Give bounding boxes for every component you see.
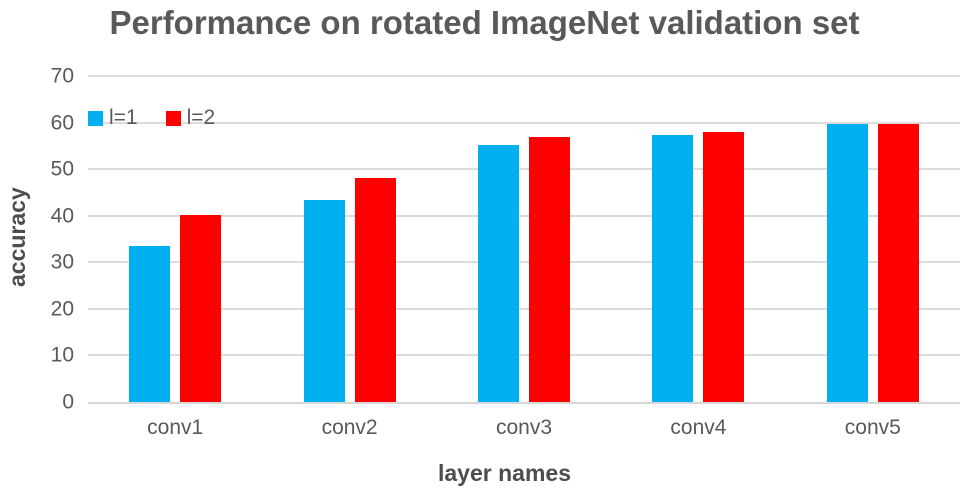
bar-group-conv3 [437, 76, 611, 402]
y-tick-label-40: 40 [50, 204, 74, 228]
bar-l1-conv1 [129, 246, 171, 402]
gridline-50 [88, 168, 960, 171]
y-tick-label-60: 60 [50, 111, 74, 135]
bar-l2-conv3 [529, 137, 571, 402]
gridline-70 [88, 75, 960, 77]
bar-l2-conv1 [180, 215, 222, 402]
bar-l1-conv2 [303, 199, 345, 402]
bar-group-conv4 [611, 76, 785, 402]
gridline-10 [88, 354, 960, 357]
bar-group-conv1 [88, 76, 262, 402]
x-tick-label-conv1: conv1 [147, 416, 204, 439]
bar-l2-conv5 [877, 124, 919, 402]
y-tick-label-0: 0 [62, 390, 74, 414]
legend-label-l1: l=1 [109, 106, 138, 129]
legend-item-l2: l=2 [165, 106, 216, 130]
x-axis-ticks: conv1 conv2 conv3 conv4 conv5 [88, 416, 960, 440]
grid-layer [88, 75, 960, 402]
legend-item-l1: l=1 [88, 106, 138, 130]
bar-l1-conv4 [652, 134, 694, 402]
y-tick-label-70: 70 [50, 64, 74, 88]
bar-group-conv2 [262, 76, 436, 402]
y-axis-ticks: 0 10 20 30 40 50 60 70 [8, 66, 88, 413]
x-axis-title: layer names [438, 460, 571, 486]
x-tick-label-conv2: conv2 [321, 416, 378, 439]
bar-l2-conv4 [703, 132, 745, 402]
gridline-30 [88, 261, 960, 264]
bar-l1-conv3 [478, 145, 520, 402]
bars-row [88, 76, 960, 402]
legend-swatch-l2 [165, 110, 181, 126]
gridline-40 [88, 214, 960, 217]
y-tick-label-30: 30 [50, 250, 74, 274]
plot-area: 0 10 20 30 40 50 60 70 l=1 l=2 conv1 conv2 conv3 c… [51, 66, 960, 439]
bar-group-conv5 [786, 76, 960, 402]
x-tick-label-conv5: conv5 [844, 416, 901, 439]
bar-l1-conv5 [826, 124, 868, 402]
gridline-20 [88, 307, 960, 310]
y-tick-label-20: 20 [50, 297, 74, 321]
gridline-60 [88, 121, 960, 124]
legend-label-l2: l=2 [186, 106, 216, 129]
bar-l2-conv2 [354, 178, 396, 402]
x-tick-label-conv4: conv4 [670, 416, 727, 439]
legend: l=1 l=2 [88, 106, 215, 130]
legend-swatch-l1 [88, 110, 103, 126]
y-tick-label-50: 50 [50, 157, 74, 181]
y-tick-label-10: 10 [50, 343, 74, 367]
chart-title: Performance on rotated ImageNet validati… [109, 4, 860, 41]
x-tick-label-conv3: conv3 [495, 416, 553, 439]
